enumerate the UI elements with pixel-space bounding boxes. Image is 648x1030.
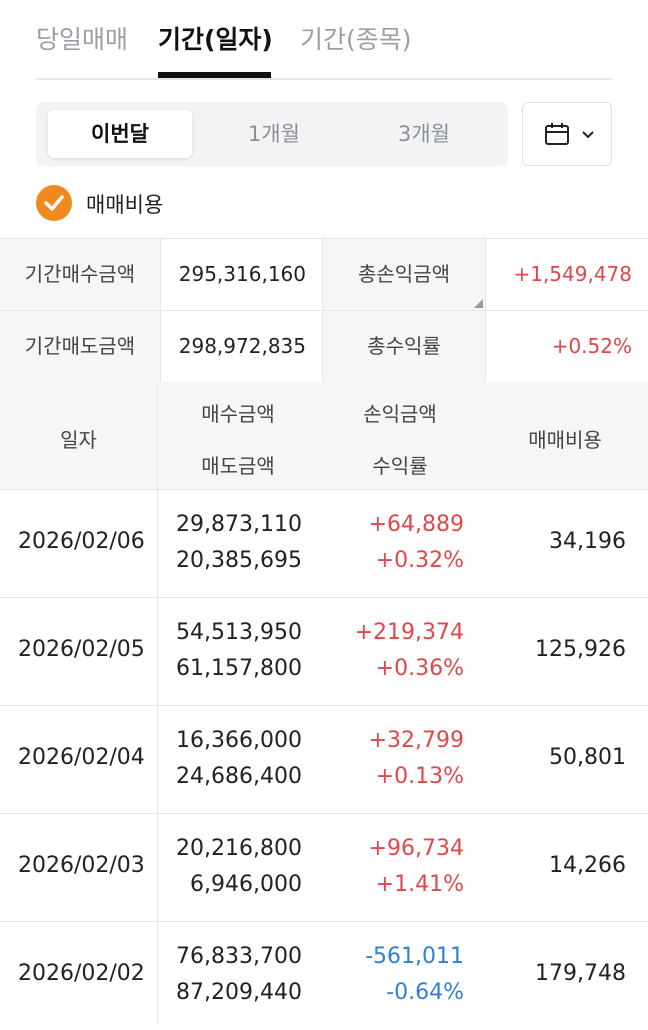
period-summary-table: 기간매수금액 295,316,160 총손익금액 +1,549,478 기간매도… [0, 238, 648, 383]
header-buy-amount: 매수금액 [201, 402, 275, 426]
row-pl-amount: +96,734 [368, 836, 464, 861]
header-pl-amount: 손익금액 [363, 402, 437, 426]
period-buy-amount-label: 기간매수금액 [0, 239, 160, 310]
tab-bar: 당일매매 기간(일자) 기간(종목) [36, 0, 612, 80]
row-trading-fee: 179,748 [535, 961, 626, 986]
row-buy-amount: 16,366,000 [176, 728, 302, 753]
fee-checkbox-label[interactable]: 매매비용 [86, 193, 164, 217]
tab-period-by-stock[interactable]: 기간(종목) [300, 25, 412, 54]
row-pl-amount: +32,799 [368, 728, 464, 753]
row-trading-fee: 50,801 [549, 745, 626, 770]
total-return-rate-label: 총수익률 [323, 311, 485, 382]
row-sell-amount: 87,209,440 [176, 980, 302, 1005]
period-3-months-button[interactable]: 3개월 [397, 122, 450, 146]
row-return-rate: +0.13% [375, 764, 464, 789]
row-sell-amount: 6,946,000 [190, 872, 302, 897]
period-sell-amount-value: 298,972,835 [178, 334, 306, 358]
tab-today-trades[interactable]: 당일매매 [36, 25, 129, 54]
row-pl-amount: -561,011 [365, 944, 464, 969]
row-buy-amount: 20,216,800 [176, 836, 302, 861]
daily-table-header: 일자 매수금액 매도금액 손익금액 수익률 매매비용 [0, 382, 648, 490]
total-return-rate-value: +0.52% [551, 334, 632, 358]
row-buy-amount: 76,833,700 [176, 944, 302, 969]
chevron-down-icon [582, 131, 594, 139]
row-trading-fee: 14,266 [549, 853, 626, 878]
row-trading-fee: 125,926 [535, 637, 626, 662]
fee-checkbox[interactable] [36, 185, 72, 221]
row-pl-amount: +64,889 [368, 512, 464, 537]
period-sell-amount-label: 기간매도금액 [0, 311, 160, 382]
period-filter: 이번달 1개월 3개월 [36, 102, 508, 166]
row-date: 2026/02/05 [18, 637, 145, 662]
row-sell-amount: 20,385,695 [176, 548, 302, 573]
row-sell-amount: 61,157,800 [176, 656, 302, 681]
table-row[interactable]: 2026/02/06 29,873,110 20,385,695 +64,889… [0, 490, 648, 598]
period-this-month-button[interactable]: 이번달 [48, 110, 192, 158]
row-date: 2026/02/02 [18, 961, 145, 986]
row-date: 2026/02/06 [18, 529, 145, 554]
table-row[interactable]: 2026/02/04 16,366,000 24,686,400 +32,799… [0, 706, 648, 814]
row-date: 2026/02/03 [18, 853, 145, 878]
row-buy-amount: 54,513,950 [176, 620, 302, 645]
active-tab-indicator [158, 72, 271, 78]
table-row[interactable]: 2026/02/05 54,513,950 61,157,800 +219,37… [0, 598, 648, 706]
row-return-rate: +0.36% [375, 656, 464, 681]
header-date: 일자 [60, 428, 97, 452]
period-1-month-button[interactable]: 1개월 [247, 122, 300, 146]
row-buy-amount: 29,873,110 [176, 512, 302, 537]
total-pl-label[interactable]: 총손익금액 [323, 239, 485, 310]
header-trading-fee: 매매비용 [528, 428, 602, 452]
row-date: 2026/02/04 [18, 745, 145, 770]
row-return-rate: +1.41% [375, 872, 464, 897]
table-row[interactable]: 2026/02/03 20,216,800 6,946,000 +96,734 … [0, 814, 648, 922]
row-sell-amount: 24,686,400 [176, 764, 302, 789]
calendar-icon [545, 123, 569, 145]
calendar-button[interactable] [522, 102, 612, 166]
row-pl-amount: +219,374 [354, 620, 464, 645]
summary-row-sell: 기간매도금액 298,972,835 총수익률 +0.52% [0, 311, 648, 383]
total-pl-value: +1,549,478 [513, 262, 632, 286]
header-return-rate: 수익률 [372, 454, 428, 478]
row-return-rate: +0.32% [375, 548, 464, 573]
checkmark-icon [44, 195, 64, 211]
header-sell-amount: 매도금액 [201, 454, 275, 478]
tab-period-by-date[interactable]: 기간(일자) [158, 25, 273, 54]
row-return-rate: -0.64% [386, 980, 464, 1005]
table-row[interactable]: 2026/02/02 76,833,700 87,209,440 -561,01… [0, 922, 648, 1030]
info-corner-icon [474, 299, 483, 308]
period-buy-amount-value: 295,316,160 [178, 262, 306, 286]
summary-row-buy: 기간매수금액 295,316,160 총손익금액 +1,549,478 [0, 239, 648, 311]
row-trading-fee: 34,196 [549, 529, 626, 554]
